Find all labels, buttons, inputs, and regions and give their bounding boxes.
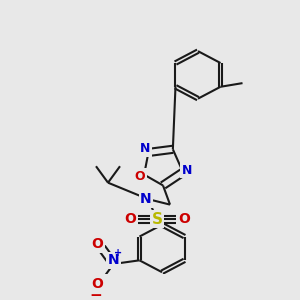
Text: O: O [92, 237, 104, 251]
Text: O: O [124, 212, 136, 226]
Text: O: O [178, 212, 190, 226]
Text: O: O [92, 277, 104, 291]
Text: N: N [182, 164, 192, 177]
Text: +: + [114, 248, 122, 258]
Text: O: O [135, 170, 146, 183]
Text: S: S [152, 212, 163, 227]
Text: N: N [140, 142, 151, 155]
Text: −: − [89, 288, 102, 300]
Text: N: N [108, 253, 119, 267]
Text: N: N [140, 192, 152, 206]
